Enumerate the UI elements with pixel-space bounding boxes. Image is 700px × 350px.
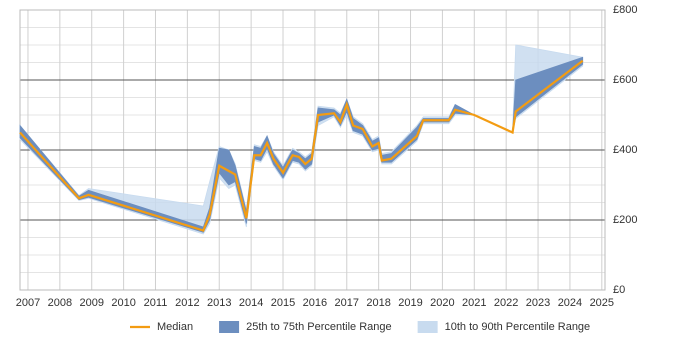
- x-tick-label: 2008: [48, 297, 72, 309]
- legend-label: Median: [157, 321, 193, 333]
- x-tick-label: 2024: [558, 297, 582, 309]
- percentile-band: [19, 44, 584, 235]
- legend-swatch: [219, 321, 240, 333]
- x-tick-label: 2012: [175, 297, 199, 309]
- x-tick-label: 2020: [430, 297, 454, 309]
- x-tick-label: 2009: [79, 297, 103, 309]
- x-tick-label: 2025: [590, 297, 614, 309]
- legend-label: 10th to 90th Percentile Range: [445, 321, 591, 333]
- x-tick-label: 2011: [144, 297, 168, 309]
- x-tick-label: 2019: [398, 297, 422, 309]
- legend-label: 25th to 75th Percentile Range: [246, 321, 392, 333]
- x-tick-label: 2015: [271, 297, 295, 309]
- legend-swatch: [417, 321, 438, 333]
- x-tick-label: 2018: [366, 297, 390, 309]
- x-tick-label: 2007: [16, 297, 40, 309]
- x-tick-label: 2014: [239, 297, 263, 309]
- x-tick-label: 2010: [111, 297, 135, 309]
- x-tick-label: 2021: [462, 297, 486, 309]
- x-tick-label: 2016: [303, 297, 327, 309]
- y-tick-label: £200: [613, 214, 637, 226]
- x-tick-label: 2013: [207, 297, 231, 309]
- median-line: [19, 59, 584, 232]
- y-tick-label: £800: [613, 4, 637, 16]
- x-tick-label: 2017: [335, 297, 359, 309]
- plot-border: [19, 9, 606, 291]
- y-tick-label: £400: [613, 144, 637, 156]
- y-tick-label: £0: [613, 284, 625, 296]
- y-tick-label: £600: [613, 74, 637, 86]
- percentile-band: [19, 56, 584, 233]
- x-tick-label: 2023: [526, 297, 550, 309]
- x-tick-label: 2022: [494, 297, 518, 309]
